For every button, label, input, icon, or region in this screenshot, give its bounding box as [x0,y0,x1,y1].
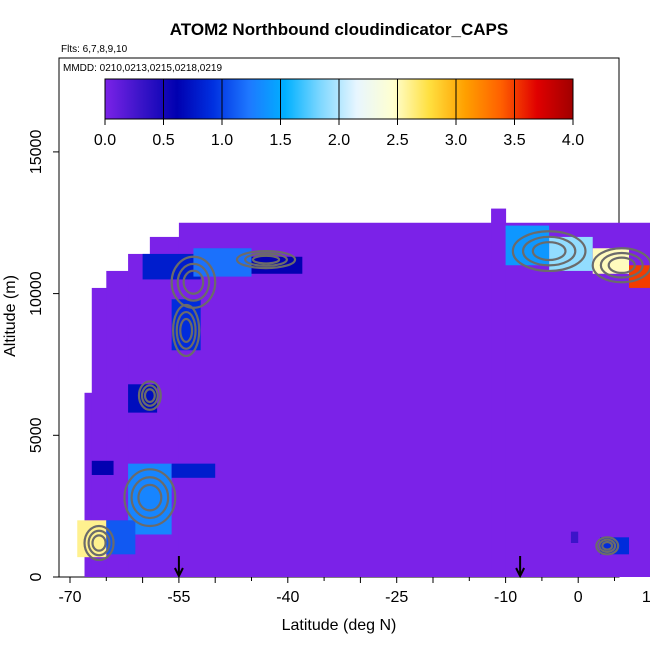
cloud-cell [629,265,650,288]
colorbar-tick-label: 0.5 [152,132,174,149]
contour-group [123,468,177,528]
contour-group [511,230,587,273]
colorbar-tick-label: 0.0 [94,132,116,149]
contour-line [143,388,156,404]
colorbar-tick-label: 1.0 [211,132,233,149]
contour-group [137,380,162,411]
contour-line [521,235,577,267]
contour-line [607,256,636,275]
colorbar-tick-label: 2.0 [328,132,350,149]
colorbar-tick-label: 4.0 [562,132,584,149]
contour-line [140,384,159,407]
contour-line [591,247,650,284]
x-tick-label: -40 [276,589,299,606]
contour-group [591,247,650,284]
x-axis-label: Latitude (deg N) [282,617,397,634]
colorbar-tick-label: 2.5 [386,132,408,149]
contour-line [599,251,644,279]
cloud-cell [570,531,579,543]
x-tick-label: 10 [642,589,650,606]
dates-note: MMDD: 0210,0213,0215,0218,0219 [63,63,222,74]
contour-line [235,249,297,270]
contour-line [251,254,281,265]
contour-group [171,303,201,358]
flight-arrow [515,556,526,579]
contour-line [123,468,177,528]
contour-line [531,241,567,262]
coverage-column [178,222,492,577]
x-axis: -70-55-40-25-1001020304050607080 [58,577,650,606]
contour-layer [83,230,650,562]
y-tick-label: 15000 [28,130,45,175]
contour-line [87,529,111,557]
x-tick-label: 0 [574,589,583,606]
y-axis-label: Altitude (m) [2,275,19,357]
contour-line [130,476,170,520]
flights-note: Flts: 6,7,8,9,10 [61,44,128,55]
x-tick-label: -10 [494,589,517,606]
coverage-column [491,208,507,577]
contour-line [179,317,194,344]
colorbar-tick-label: 1.5 [269,132,291,149]
contour-line [91,534,107,552]
contour-line [137,483,163,512]
contour-line [137,380,162,411]
contour-line [182,269,205,295]
contour-line [601,540,614,551]
colorbar: 0.0 0.5 1.0 1.5 2.0 2.5 3.0 3.5 4.0 [94,78,584,149]
flight-arrow [174,556,184,579]
cloud-cell [91,460,114,475]
coverage-column [84,392,93,577]
contour-group [235,249,297,270]
contour-line [83,524,115,562]
contour-line [244,252,289,267]
x-tick-label: -55 [167,589,190,606]
x-tick-label: -25 [385,589,408,606]
y-tick-label: 5000 [28,417,45,453]
contour-line [171,303,201,358]
contour-group [83,524,115,562]
axes: -70-55-40-25-1001020304050607080 0500010… [28,130,650,606]
cloud-cell [193,248,252,277]
contour-group [595,536,620,556]
cloud-cell [106,520,136,555]
colorbar-ticks: 0.0 0.5 1.0 1.5 2.0 2.5 3.0 3.5 4.0 [94,79,584,149]
contour-line [175,310,197,350]
contour-line [176,262,211,302]
coverage-column [91,287,107,577]
arrow-layer [174,556,526,579]
chart-title: ATOM2 Northbound cloudindicator_CAPS [170,20,508,39]
coverage-column [106,270,129,577]
cloud-cell [171,463,216,478]
contour-line [511,230,587,273]
colorbar-tick-label: 3.5 [503,132,525,149]
contour-line [595,536,620,556]
colorbar-tick-label: 3.0 [445,132,467,149]
y-axis: 0 5000 10000 15000 [28,130,59,581]
y-tick-label: 0 [28,572,45,581]
contour-line [598,538,617,554]
x-tick-label: -70 [58,589,81,606]
y-tick-label: 10000 [28,271,45,316]
